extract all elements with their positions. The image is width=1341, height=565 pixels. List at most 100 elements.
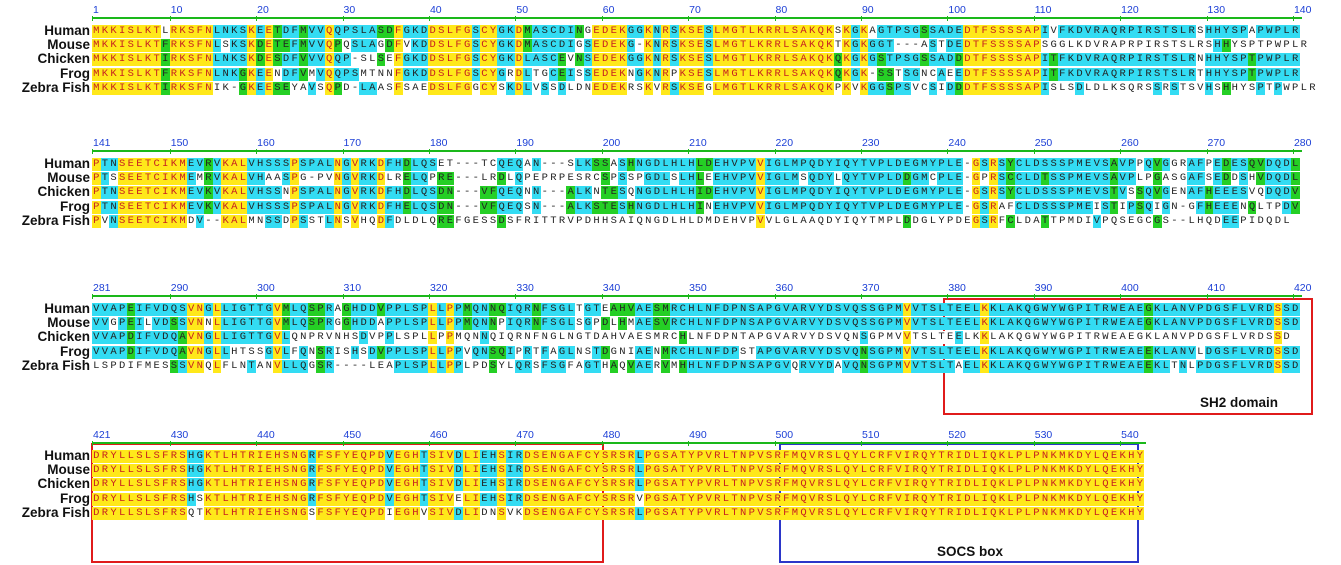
ruler-tick-label: 270 [1207, 137, 1226, 149]
ruler-tick-label: 240 [948, 137, 966, 149]
ruler-tick-label: 350 [689, 282, 707, 294]
ruler-tick-label: 250 [1034, 137, 1053, 149]
ruler-tick-label: 300 [257, 282, 275, 294]
ruler-tick [342, 294, 344, 299]
ruler-tick [515, 294, 517, 299]
ruler-tick-label: 100 [948, 4, 966, 16]
ruler-tick [342, 16, 344, 21]
ruler-tick-label: 450 [343, 429, 362, 441]
ruler-tick [169, 441, 171, 446]
ruler-tick [601, 149, 603, 154]
ruler-tick-label: 421 [93, 429, 111, 441]
ruler-tick-label: 290 [170, 282, 189, 294]
ruler-tick [92, 441, 93, 446]
ruler-tick [860, 16, 862, 21]
ruler-line [92, 442, 1147, 444]
ruler-tick [515, 16, 517, 21]
species-label: Chicken [37, 184, 90, 200]
species-label: Zebra Fish [21, 357, 90, 373]
ruler-tick [1120, 16, 1122, 21]
ruler-tick-label: 110 [1034, 4, 1052, 16]
ruler-tick-label: 320 [429, 282, 448, 294]
species-label: Human [44, 301, 90, 316]
ruler-tick-label: 530 [1034, 429, 1053, 441]
species-label: Chicken [37, 51, 90, 67]
ruler-tick [1206, 16, 1208, 21]
ruler-tick [169, 149, 171, 154]
ruler-tick-label: 470 [516, 429, 534, 441]
ruler-tick [256, 16, 258, 21]
ruler-tick-label: 420 [1293, 282, 1312, 294]
ruler-tick [428, 16, 430, 21]
ruler-tick [601, 16, 603, 21]
ruler-tick [342, 149, 344, 154]
ruler-tick-label: 520 [948, 429, 966, 441]
species-label: Mouse [47, 170, 90, 186]
ruler-line [92, 295, 1302, 297]
ruler-tick-label: 141 [93, 137, 111, 149]
ruler-tick-label: 200 [602, 137, 621, 149]
ruler-tick-label: 410 [1207, 282, 1226, 294]
ruler-tick-label: 340 [602, 282, 621, 294]
species-label: Zebra Fish [21, 212, 90, 228]
position-ruler: 281 290 300 310 320 330 340 350 360 370 380 390 400 4… [92, 282, 1311, 301]
species-label: Human [44, 156, 90, 171]
ruler-tick [1292, 294, 1294, 299]
ruler-tick [688, 16, 690, 21]
ruler-tick-label: 540 [1121, 429, 1139, 441]
species-label: Chicken [37, 476, 90, 492]
sh2-domain-label: SH2 domain [1200, 395, 1279, 410]
species-label: Frog [60, 198, 90, 214]
ruler-tick-label: 220 [775, 137, 794, 149]
ruler-tick [688, 441, 690, 446]
ruler-tick-label: 130 [1207, 4, 1226, 16]
ruler-tick [92, 294, 93, 299]
ruler-tick-label: 40 [429, 4, 442, 16]
ruler-tick [515, 441, 517, 446]
ruler-tick [947, 149, 949, 154]
ruler-tick-label: 150 [170, 137, 189, 149]
ruler-tick [92, 149, 93, 154]
ruler-tick [774, 441, 776, 446]
species-label: Frog [60, 490, 90, 506]
ruler-tick-label: 260 [1121, 137, 1139, 149]
ruler-tick [1033, 16, 1035, 21]
ruler-tick-label: 70 [689, 4, 701, 16]
ruler-tick [256, 294, 258, 299]
ruler-tick [688, 149, 690, 154]
ruler-tick-label: 60 [602, 4, 615, 16]
ruler-tick-label: 30 [343, 4, 356, 16]
species-label: Chicken [37, 329, 90, 345]
ruler-tick-label: 210 [689, 137, 707, 149]
ruler-tick [947, 441, 949, 446]
ruler-tick [428, 149, 430, 154]
socs-box-label: SOCS box [937, 544, 1004, 559]
ruler-tick-label: 20 [257, 4, 269, 16]
ruler-tick-label: 160 [257, 137, 275, 149]
ruler-tick-label: 510 [861, 429, 880, 441]
ruler-tick-label: 50 [516, 4, 529, 16]
ruler-tick [860, 441, 862, 446]
ruler-tick-label: 440 [257, 429, 275, 441]
species-label: Zebra Fish [21, 504, 90, 520]
ruler-tick [774, 16, 776, 21]
ruler-tick-label: 330 [516, 282, 534, 294]
ruler-tick [428, 441, 430, 446]
ruler-tick [601, 441, 603, 446]
ruler-tick [169, 16, 171, 21]
ruler-tick [1120, 441, 1122, 446]
ruler-tick-label: 140 [1293, 4, 1312, 16]
ruler-tick [860, 149, 862, 154]
